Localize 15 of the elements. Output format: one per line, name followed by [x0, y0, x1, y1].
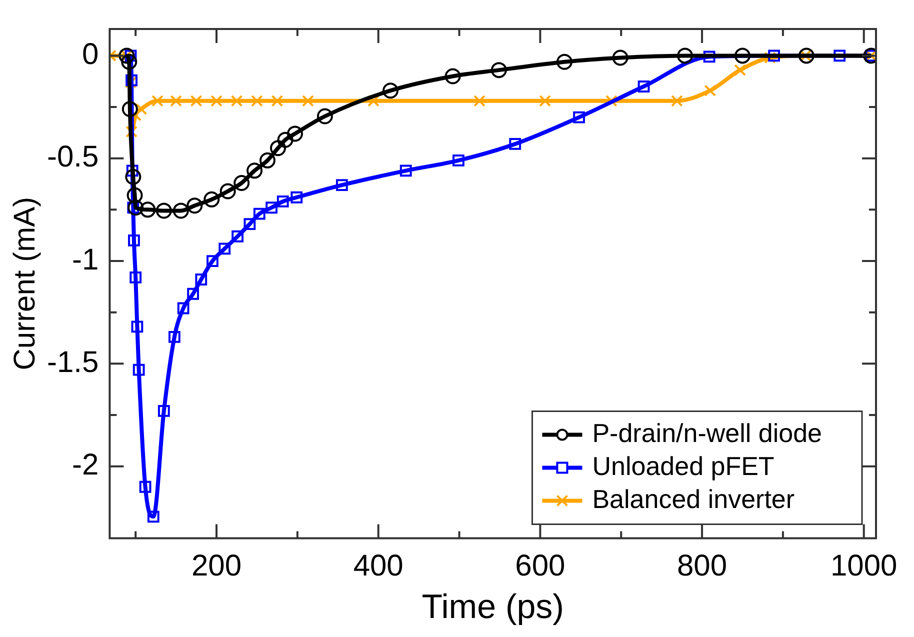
legend-label: P-drain/n-well diode [592, 418, 822, 448]
y-tick-label: -0.5 [46, 140, 99, 174]
y-tick-label: -2 [72, 448, 99, 482]
y-tick-label: 0 [82, 38, 99, 71]
legend-label: Unloaded pFET [592, 450, 774, 481]
y-tick-label: -1.5 [46, 346, 99, 379]
x-tick-label: 600 [515, 549, 566, 582]
legend-label: Balanced inverter [592, 484, 795, 514]
x-tick-label: 800 [676, 549, 728, 582]
y-axis-title: Current (mA) [8, 196, 42, 370]
x-tick-label: 400 [353, 549, 404, 582]
y-tick-label: -1 [72, 243, 99, 276]
x-axis-title: Time (ps) [422, 588, 564, 626]
x-tick-label: 1000 [830, 549, 898, 582]
x-tick-label: 200 [191, 549, 242, 582]
